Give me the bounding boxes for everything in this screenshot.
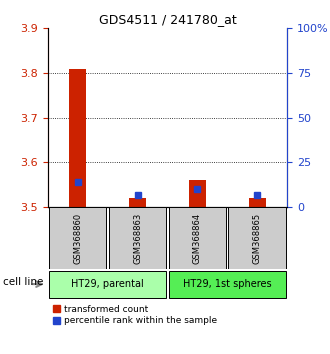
Bar bbox=[169, 207, 226, 269]
Bar bbox=[189, 180, 206, 207]
Legend: transformed count, percentile rank within the sample: transformed count, percentile rank withi… bbox=[52, 304, 218, 326]
Bar bbox=[109, 207, 166, 269]
Text: GSM368860: GSM368860 bbox=[73, 212, 82, 264]
Text: HT29, parental: HT29, parental bbox=[71, 279, 144, 289]
Text: GSM368865: GSM368865 bbox=[253, 212, 262, 264]
Text: HT29, 1st spheres: HT29, 1st spheres bbox=[183, 279, 272, 289]
Bar bbox=[228, 207, 286, 269]
Text: cell line: cell line bbox=[3, 277, 44, 287]
Title: GDS4511 / 241780_at: GDS4511 / 241780_at bbox=[99, 13, 236, 26]
Text: GSM368863: GSM368863 bbox=[133, 212, 142, 264]
Text: GSM368864: GSM368864 bbox=[193, 212, 202, 264]
Bar bbox=[69, 69, 86, 207]
Bar bbox=[249, 198, 266, 207]
Bar bbox=[169, 270, 286, 298]
Bar bbox=[129, 198, 146, 207]
Bar bbox=[49, 270, 166, 298]
Bar bbox=[49, 207, 107, 269]
